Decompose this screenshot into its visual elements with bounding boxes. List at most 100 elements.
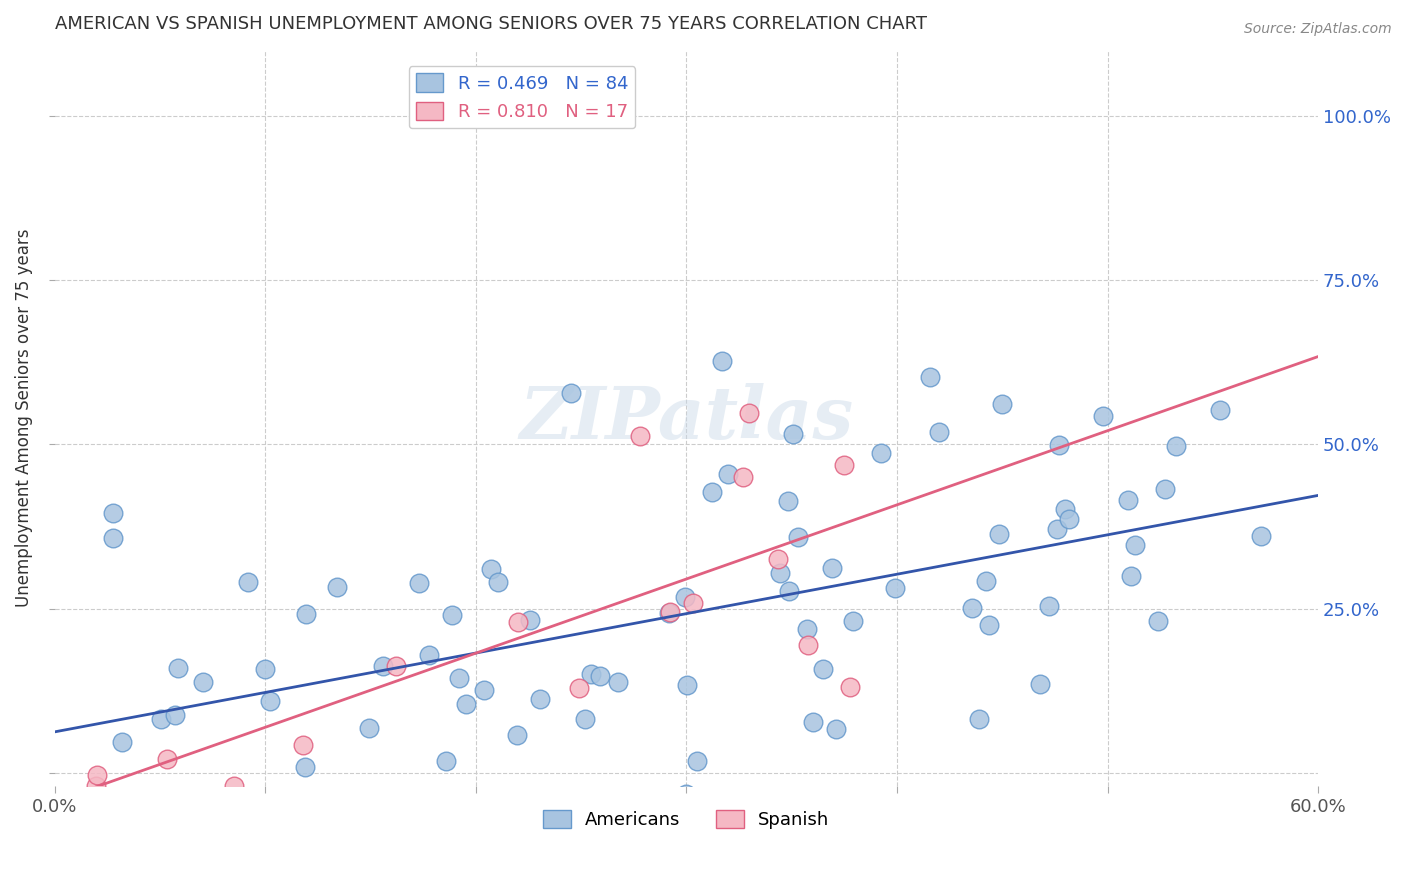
Point [167,661,190,675]
Point [673,590,696,604]
Point [454,697,477,711]
Point [359,721,381,735]
Point [86,768,108,782]
Point [960,601,983,615]
Y-axis label: Unemployment Among Seniors over 75 years: Unemployment Among Seniors over 75 years [15,229,32,607]
Point [385,659,408,673]
Point [682,596,704,610]
Point [813,662,835,676]
Point [658,605,681,619]
Point [821,561,844,575]
Point [371,659,394,673]
Point [628,428,651,442]
Point [731,470,754,484]
Point [1147,614,1170,628]
Point [1091,409,1114,423]
Point [778,494,800,508]
Point [486,575,509,590]
Point [423,799,446,814]
Point [841,614,863,628]
Point [103,531,125,545]
Point [440,607,463,622]
Point [1046,522,1069,536]
Point [150,712,173,726]
Point [1125,538,1147,552]
Point [253,662,276,676]
Point [156,752,179,766]
Point [782,427,804,442]
Point [778,583,800,598]
Point [676,678,699,692]
Text: Source: ZipAtlas.com: Source: ZipAtlas.com [1244,22,1392,37]
Point [236,574,259,589]
Point [766,552,789,566]
Point [418,648,440,663]
Point [163,707,186,722]
Text: ZIPatlas: ZIPatlas [519,383,853,454]
Point [326,580,349,594]
Point [160,799,183,814]
Point [838,680,860,694]
Point [991,397,1014,411]
Text: AMERICAN VS SPANISH UNEMPLOYMENT AMONG SENIORS OVER 75 YEARS CORRELATION CHART: AMERICAN VS SPANISH UNEMPLOYMENT AMONG S… [55,15,927,33]
Point [787,530,810,544]
Point [1119,569,1142,583]
Point [988,527,1011,541]
Point [824,722,846,736]
Point [519,613,541,627]
Point [436,755,458,769]
Point [967,712,990,726]
Point [1118,493,1140,508]
Point [449,671,471,685]
Point [675,788,697,802]
Point [589,669,612,683]
Point [920,370,942,384]
Point [292,738,315,752]
Legend: Americans, Spanish: Americans, Spanish [536,803,837,837]
Point [1029,677,1052,691]
Point [832,458,855,473]
Point [769,566,792,581]
Point [884,581,907,595]
Point [508,615,530,629]
Point [1208,402,1230,417]
Point [579,666,602,681]
Point [86,780,108,794]
Point [79,799,101,814]
Point [928,425,950,439]
Point [979,618,1001,632]
Point [224,780,246,794]
Point [560,385,582,400]
Point [529,691,551,706]
Point [1054,502,1077,516]
Point [474,682,496,697]
Point [797,638,820,652]
Point [506,729,529,743]
Point [59,799,82,814]
Point [738,406,761,420]
Point [574,712,596,726]
Point [1154,482,1177,496]
Point [295,607,318,621]
Point [1038,599,1060,613]
Point [259,693,281,707]
Point [606,675,628,690]
Point [717,467,740,481]
Point [974,574,997,588]
Point [711,354,734,368]
Point [226,799,249,814]
Point [408,576,430,591]
Point [191,675,214,690]
Point [412,799,434,814]
Point [796,622,818,636]
Point [1198,799,1220,814]
Point [1166,438,1188,452]
Point [111,735,134,749]
Point [658,607,681,621]
Point [870,446,893,460]
Point [702,484,724,499]
Point [479,562,502,576]
Point [105,799,128,814]
Point [568,681,591,695]
Point [101,506,124,520]
